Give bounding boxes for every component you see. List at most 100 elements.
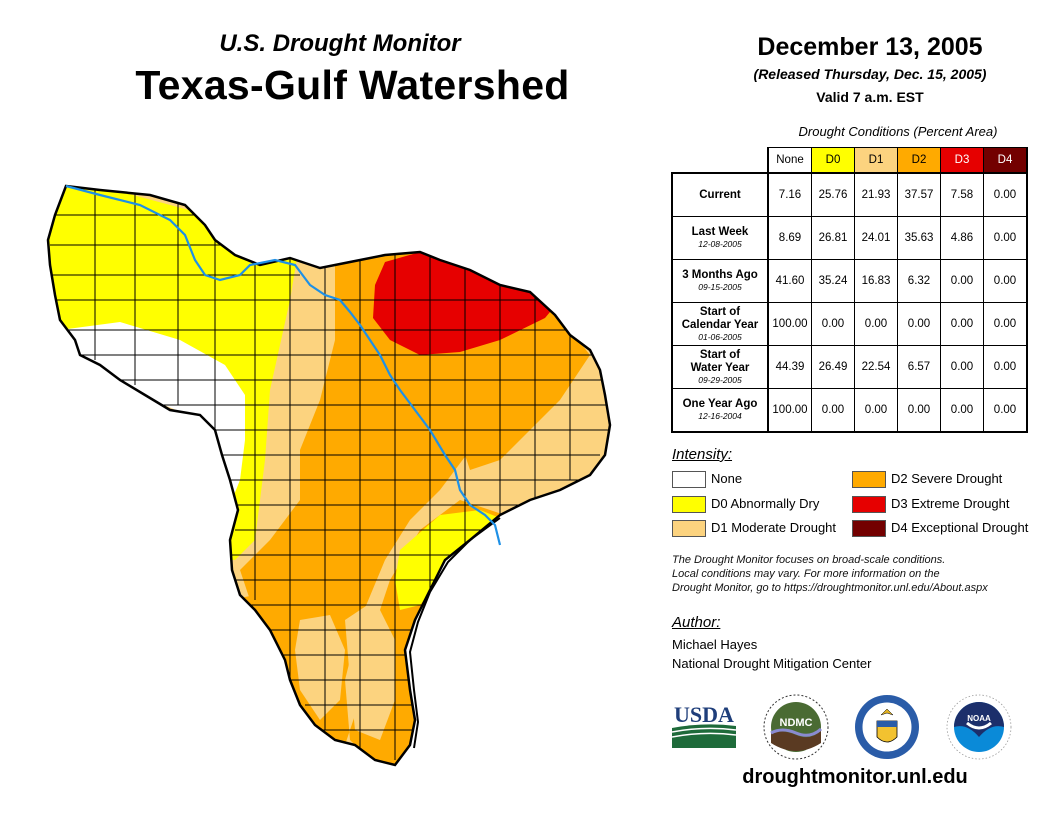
legend-title: Intensity: bbox=[672, 446, 733, 463]
commerce-seal-logo bbox=[855, 695, 919, 759]
cell-d3: 0.00 bbox=[940, 302, 984, 346]
row-label: Current bbox=[671, 172, 769, 217]
legend-item: D4 Exceptional Drought bbox=[852, 519, 1029, 538]
column-header-d4: D4 bbox=[983, 147, 1028, 174]
cell-d0: 0.00 bbox=[811, 388, 855, 433]
release-date: (Released Thursday, Dec. 15, 2005) bbox=[753, 66, 987, 82]
map-subtitle: U.S. Drought Monitor bbox=[219, 30, 461, 57]
row-label: Last Week 12-08-2005 bbox=[671, 216, 769, 260]
author-name: Michael Hayes bbox=[672, 637, 758, 652]
legend-label: D3 Extreme Drought bbox=[891, 496, 1010, 511]
row-label: One Year Ago 12-16-2004 bbox=[671, 388, 769, 433]
legend-item: D1 Moderate Drought bbox=[672, 519, 837, 538]
usda-logo-text: USDA bbox=[674, 702, 734, 727]
cell-d1: 21.93 bbox=[854, 172, 898, 217]
usda-logo: USDA bbox=[672, 702, 736, 748]
table-row: Current 7.16 25.76 21.93 37.57 7.58 0.00 bbox=[671, 172, 1028, 217]
legend-label: D4 Exceptional Drought bbox=[891, 520, 1029, 535]
column-header-d1: D1 bbox=[854, 147, 898, 174]
cell-none: 100.00 bbox=[767, 302, 812, 346]
legend-swatch bbox=[852, 520, 886, 538]
cell-d3: 0.00 bbox=[940, 345, 984, 389]
table-row: Start of Water Year 09-29-2005 44.39 26.49 22… bbox=[671, 345, 1028, 389]
row-label-line: Current bbox=[699, 188, 741, 201]
author-label: Author: bbox=[672, 614, 721, 631]
county-boundaries bbox=[50, 190, 610, 760]
legend-item: D2 Severe Drought bbox=[852, 470, 1003, 489]
note-line: Drought Monitor, go to https://droughtmo… bbox=[672, 582, 988, 594]
cell-d0: 26.81 bbox=[811, 216, 855, 260]
legend-label: D1 Moderate Drought bbox=[711, 520, 837, 535]
cell-d2: 0.00 bbox=[897, 302, 941, 346]
cell-d2: 6.32 bbox=[897, 259, 941, 303]
note-line: Local conditions may vary. For more info… bbox=[672, 568, 940, 580]
row-label-line: Start of bbox=[699, 305, 741, 318]
legend-swatch bbox=[852, 471, 886, 489]
noaa-logo: NOAA bbox=[946, 694, 1012, 760]
legend-label: D2 Severe Drought bbox=[891, 471, 1003, 486]
cell-none: 8.69 bbox=[767, 216, 812, 260]
noaa-logo-text: NOAA bbox=[967, 714, 991, 723]
cell-d4: 0.00 bbox=[983, 259, 1028, 303]
cell-d0: 35.24 bbox=[811, 259, 855, 303]
author-organization: National Drought Mitigation Center bbox=[672, 656, 872, 671]
cell-d1: 0.00 bbox=[854, 388, 898, 433]
legend-swatch bbox=[852, 496, 886, 514]
cell-none: 100.00 bbox=[767, 388, 812, 433]
row-label-line: Last Week bbox=[691, 226, 749, 238]
cell-d3: 0.00 bbox=[940, 388, 984, 433]
cell-d3: 0.00 bbox=[940, 259, 984, 303]
drought-map bbox=[46, 184, 612, 767]
d1-region-south-pocket bbox=[295, 615, 345, 720]
drought-conditions-table: None D0 D1 D2 D3 D4 Current 7.16 25.76 21.93 37.5… bbox=[671, 147, 1028, 433]
cell-d0: 25.76 bbox=[811, 172, 855, 217]
cell-d0: 26.49 bbox=[811, 345, 855, 389]
website-link[interactable]: droughtmonitor.unl.edu bbox=[742, 766, 968, 788]
row-label: Start of Water Year 09-29-2005 bbox=[671, 345, 769, 389]
legend-label: D0 Abnormally Dry bbox=[711, 496, 820, 511]
legend-item: D0 Abnormally Dry bbox=[672, 495, 820, 514]
row-label: Start of Calendar Year 01-06-2005 bbox=[671, 302, 769, 346]
barrier-islands bbox=[408, 517, 501, 749]
map-title: Texas-Gulf Watershed bbox=[135, 62, 570, 108]
cell-d2: 0.00 bbox=[897, 388, 941, 433]
cell-d3: 4.86 bbox=[940, 216, 984, 260]
row-date: 01-06-2005 bbox=[698, 331, 742, 342]
valid-time: Valid 7 a.m. EST bbox=[816, 89, 924, 105]
table-row: Start of Calendar Year 01-06-2005 100.00 0.0… bbox=[671, 302, 1028, 346]
row-label-line: Start of bbox=[699, 348, 741, 361]
table-row: Last Week 12-08-2005 8.69 26.81 24.01 35.63 4.… bbox=[671, 216, 1028, 260]
row-label: 3 Months Ago 09-15-2005 bbox=[671, 259, 769, 303]
drought-category-fills bbox=[48, 186, 610, 765]
ndmc-logo-text: NDMC bbox=[780, 717, 813, 729]
cell-d2: 37.57 bbox=[897, 172, 941, 217]
cell-d1: 16.83 bbox=[854, 259, 898, 303]
disclaimer-note: The Drought Monitor focuses on broad-sca… bbox=[672, 553, 1052, 595]
legend-label: None bbox=[711, 471, 743, 486]
legend-item: D3 Extreme Drought bbox=[852, 495, 1010, 514]
cell-d4: 0.00 bbox=[983, 345, 1028, 389]
column-header-d0: D0 bbox=[811, 147, 855, 174]
cell-d4: 0.00 bbox=[983, 388, 1028, 433]
row-date: 09-15-2005 bbox=[698, 282, 742, 292]
cell-d4: 0.00 bbox=[983, 216, 1028, 260]
row-label-line: 3 Months Ago bbox=[682, 269, 758, 281]
table-corner-cell bbox=[672, 147, 769, 174]
legend-swatch bbox=[672, 471, 706, 489]
cell-d4: 0.00 bbox=[983, 302, 1028, 346]
none-region-west bbox=[60, 322, 245, 505]
table-header-row: None D0 D1 D2 D3 D4 bbox=[672, 147, 1028, 174]
row-date: 12-16-2004 bbox=[698, 411, 742, 421]
row-date: 09-29-2005 bbox=[698, 374, 742, 385]
row-label-line: Water Year bbox=[690, 361, 750, 374]
cell-d3: 7.58 bbox=[940, 172, 984, 217]
column-header-d3: D3 bbox=[940, 147, 984, 174]
cell-none: 44.39 bbox=[767, 345, 812, 389]
cell-none: 7.16 bbox=[767, 172, 812, 217]
cell-d1: 24.01 bbox=[854, 216, 898, 260]
river-brazos bbox=[65, 184, 502, 546]
row-label-line: One Year Ago bbox=[682, 398, 758, 410]
row-date: 12-08-2005 bbox=[698, 239, 742, 249]
row-label-line: Calendar Year bbox=[681, 318, 759, 331]
d3-region-northeast bbox=[373, 252, 560, 355]
